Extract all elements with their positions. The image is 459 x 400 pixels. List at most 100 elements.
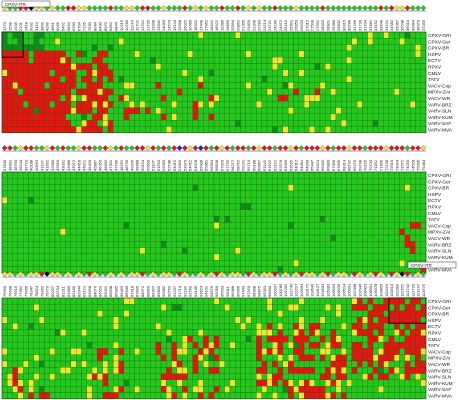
column-number: 92192 <box>182 285 187 297</box>
heatmap-cell <box>1 386 8 393</box>
column-number: 69748 <box>357 159 362 171</box>
column-number: 39244 <box>18 159 23 171</box>
heatmap-cell <box>192 94 199 102</box>
heatmap-cell <box>192 209 199 217</box>
heatmap-cell <box>240 209 246 217</box>
heatmap-cell <box>86 316 93 324</box>
heatmap-cell <box>129 50 135 58</box>
heatmap-cell <box>187 203 193 210</box>
heatmap-cell <box>224 379 231 387</box>
heatmap-cell <box>76 31 82 39</box>
gene-marker-74 <box>394 5 400 11</box>
column-number: 36970 <box>416 19 421 31</box>
heatmap-cell <box>288 171 294 179</box>
heatmap-cell <box>97 310 103 318</box>
heatmap-cell <box>91 335 98 343</box>
gene-marker-31 <box>166 271 172 277</box>
heatmap-cell <box>70 88 77 96</box>
heatmap-cell <box>213 386 220 393</box>
heatmap-cell <box>33 329 40 336</box>
heatmap-cell <box>341 94 347 102</box>
heatmap-cell <box>187 184 193 192</box>
heatmap-cell <box>86 222 93 229</box>
heatmap-cell <box>60 126 66 133</box>
heatmap-cell <box>309 197 315 204</box>
heatmap-cell <box>129 75 135 83</box>
heatmap-cell <box>388 329 395 336</box>
heatmap-cell <box>86 360 93 368</box>
heatmap-cell <box>192 323 199 330</box>
heatmap-cell <box>378 329 384 336</box>
heatmap-cell <box>38 316 45 324</box>
heatmap-cell <box>240 63 246 70</box>
row-label: ECTV <box>428 198 442 204</box>
heatmap-cell <box>113 360 119 368</box>
heatmap-cell <box>33 44 40 52</box>
heatmap-cell <box>235 44 241 52</box>
column-number: 81211 <box>60 285 65 297</box>
heatmap-cell <box>44 44 50 52</box>
heatmap-cell <box>351 329 358 336</box>
heatmap-cell <box>341 31 347 39</box>
heatmap-cell <box>38 386 45 393</box>
heatmap-cell <box>219 367 225 374</box>
heatmap-cell <box>107 323 114 330</box>
heatmap-cell <box>293 82 299 89</box>
heatmap-cell <box>171 234 178 242</box>
heatmap-cell <box>144 260 151 267</box>
heatmap-cell <box>160 178 167 185</box>
heatmap-cell <box>256 88 262 96</box>
heatmap-cell <box>197 107 204 115</box>
heatmap-cell <box>113 379 119 387</box>
heatmap-cell <box>123 316 130 324</box>
heatmap-cell <box>256 367 262 374</box>
heatmap-cell <box>44 354 50 362</box>
heatmap-cell <box>388 348 395 355</box>
row-label: VARV-SLN <box>428 375 452 381</box>
heatmap-cell <box>293 348 299 355</box>
heatmap-cell <box>303 379 310 387</box>
gene-marker-18 <box>97 145 103 151</box>
heatmap-cell <box>144 94 151 102</box>
heatmap-cell <box>399 379 405 387</box>
heatmap-cell <box>351 209 358 217</box>
heatmap-cell <box>250 190 257 198</box>
gene-marker-73 <box>388 271 395 277</box>
itr-label: CPXV-ITR <box>411 263 433 268</box>
heatmap-cell <box>256 44 262 52</box>
heatmap-cell <box>134 392 140 399</box>
heatmap-cell <box>415 222 421 229</box>
heatmap-cell <box>118 190 125 198</box>
heatmap-cell <box>60 88 66 96</box>
heatmap-cell <box>166 120 172 127</box>
heatmap-cell <box>70 75 77 83</box>
heatmap-cell <box>81 38 87 45</box>
heatmap-cell <box>288 190 294 198</box>
heatmap-cell <box>346 253 352 261</box>
heatmap-cell <box>166 367 172 374</box>
heatmap-cell <box>319 373 326 381</box>
heatmap-cell <box>97 88 103 96</box>
heatmap-cell <box>282 178 289 185</box>
heatmap-cell <box>383 197 390 204</box>
heatmap-cell <box>150 50 156 58</box>
heatmap-cell <box>113 69 119 77</box>
gene-marker-20 <box>107 5 114 11</box>
heatmap-cell <box>107 335 114 343</box>
heatmap-cell <box>107 44 114 52</box>
heatmap-cell <box>123 329 130 336</box>
heatmap-cell <box>356 360 363 368</box>
heatmap-cell <box>341 304 347 311</box>
gene-marker-29 <box>155 145 162 151</box>
heatmap-cell <box>49 101 56 108</box>
heatmap-cell <box>415 329 421 336</box>
heatmap-cell <box>282 348 289 355</box>
heatmap-cell <box>219 101 225 108</box>
heatmap-cell <box>166 297 172 305</box>
heatmap-cell <box>12 247 19 255</box>
heatmap-cell <box>213 120 220 127</box>
heatmap-cell <box>399 69 405 77</box>
heatmap-cell <box>65 323 72 330</box>
heatmap-cell <box>91 126 98 133</box>
heatmap-cell <box>224 209 231 217</box>
